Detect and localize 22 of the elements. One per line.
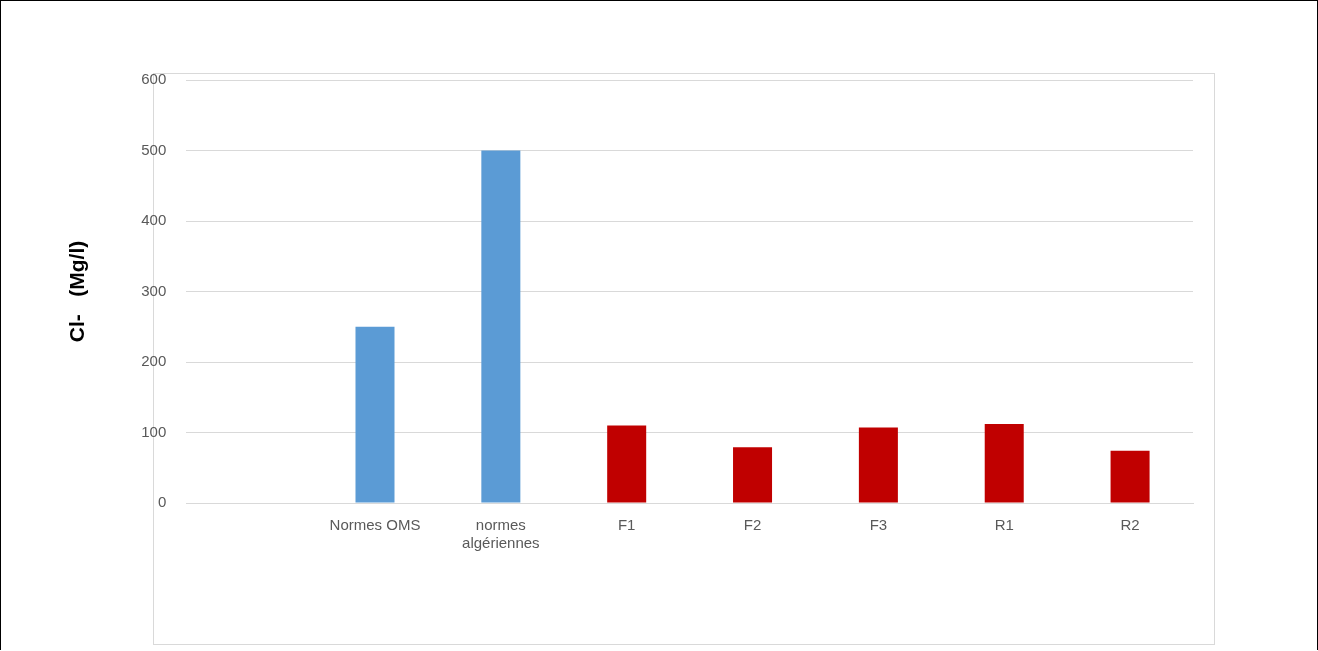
bar: [1110, 450, 1150, 503]
bar: [858, 427, 898, 503]
x-tick-label: Normes OMS: [329, 516, 421, 534]
y-tick-label: 500: [141, 140, 167, 158]
bar: [984, 424, 1024, 503]
x-tick-label: R2: [1120, 516, 1140, 534]
x-tick-label: F3: [869, 516, 888, 534]
y-tick-label: 400: [141, 211, 167, 229]
y-tick-label: 300: [141, 281, 167, 299]
x-tick-label: F1: [617, 516, 636, 534]
y-axis-title: Cl- (Mg/l): [65, 240, 89, 343]
y-tick-label: 0: [157, 493, 167, 511]
bar: [607, 425, 647, 503]
bar: [355, 326, 395, 503]
y-tick-label: 100: [141, 422, 167, 440]
x-tick-label: normes algériennes: [462, 516, 540, 552]
y-tick-label: 600: [141, 70, 167, 88]
bar: [733, 447, 773, 503]
x-tick-label: R1: [994, 516, 1014, 534]
bar: [481, 150, 521, 503]
y-tick-label: 200: [141, 352, 167, 370]
x-tick-label: F2: [743, 516, 762, 534]
